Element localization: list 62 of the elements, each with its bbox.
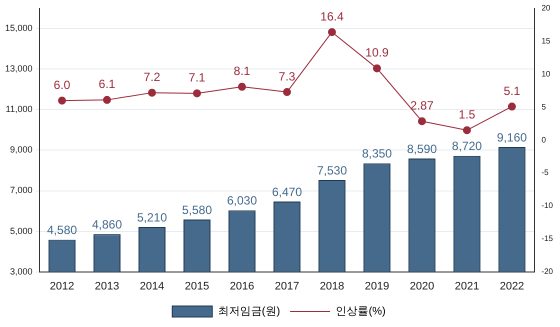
point	[418, 117, 426, 126]
data-label: 4,580	[47, 223, 78, 238]
y2-tick-label: 0	[541, 135, 546, 144]
x-tick-label: 2018	[320, 280, 344, 292]
data-label: 16.4	[320, 9, 344, 24]
y-tick-label: 5,000	[10, 226, 33, 236]
data-label: 7.2	[144, 70, 161, 84]
y2-tick-label: 20	[541, 4, 551, 13]
y-tick-label: 9,000	[10, 144, 33, 155]
point	[193, 89, 201, 98]
point	[462, 126, 471, 134]
x-tick-label: 2014	[140, 280, 164, 292]
y2-tick-label: -15	[541, 234, 554, 244]
point	[148, 88, 156, 97]
x-tick-label: 2016	[230, 280, 254, 292]
x-tick-label: 2021	[454, 280, 480, 292]
y2-tick-label: 5	[541, 102, 546, 112]
data-label: 7.3	[278, 69, 296, 84]
legend-label: 인상률(%)	[336, 306, 386, 318]
y-tick-label: 15,000	[4, 23, 33, 34]
data-label: 6.1	[98, 77, 116, 92]
point	[328, 28, 336, 36]
data-label: 10.9	[365, 46, 389, 60]
data-label: 5,580	[182, 202, 212, 217]
y2-tick-label: -20	[541, 267, 554, 276]
data-label: 7.1	[188, 70, 206, 85]
data-label: 7,530	[316, 163, 348, 178]
data-label: 4,860	[92, 217, 122, 232]
x-tick-label: 2019	[364, 280, 390, 292]
y2-tick-label: -5	[541, 168, 550, 178]
x-tick-label: 2012	[50, 280, 74, 292]
data-label: 6.0	[54, 78, 71, 92]
y-tick-label: 3,000	[10, 266, 33, 276]
data-label: 6,470	[272, 184, 302, 199]
point	[238, 82, 246, 91]
data-label: 8,350	[362, 146, 392, 161]
x-tick-label: 2020	[410, 280, 434, 292]
y2-tick-label: -10	[541, 201, 554, 210]
legend-label: 최저임금(원)	[218, 306, 280, 318]
x-tick-label: 2022	[500, 280, 524, 292]
data-label: 8,720	[452, 139, 482, 154]
data-label: 8,590	[406, 142, 438, 156]
data-label: 1.5	[458, 108, 476, 122]
point	[58, 96, 66, 105]
point	[282, 88, 291, 96]
x-tick-label: 2017	[274, 280, 300, 292]
point	[103, 96, 112, 104]
point	[372, 64, 381, 72]
y-tick-label: 11,000	[6, 104, 33, 114]
data-label: 2.87	[410, 98, 434, 113]
y2-tick-label: 15	[541, 36, 551, 46]
data-label: 9,160	[496, 130, 528, 144]
y-tick-label: 13,000	[4, 64, 33, 74]
data-label: 8.1	[234, 64, 251, 78]
data-label: 5.1	[504, 84, 521, 98]
y-tick-label: 7,000	[10, 185, 33, 196]
point	[508, 102, 516, 111]
y2-tick-label: 10	[541, 69, 551, 78]
x-tick-label: 2015	[184, 280, 210, 292]
data-label: 6,030	[226, 194, 258, 208]
x-tick-label: 2013	[94, 280, 120, 292]
data-label: 5,210	[136, 210, 168, 224]
